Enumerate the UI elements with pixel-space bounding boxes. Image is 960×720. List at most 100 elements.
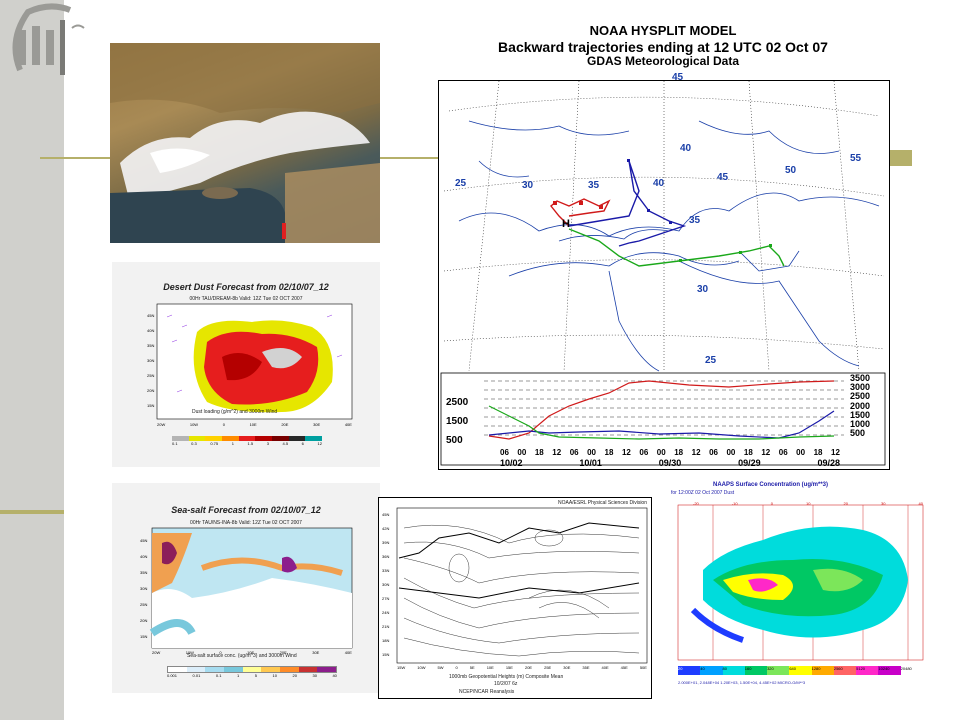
- lat-label: 25N: [147, 373, 155, 378]
- lat-label: 25: [455, 178, 467, 189]
- date-label: 09/28: [817, 458, 840, 468]
- seasalt-subtitle: 00Hr TAU/NS-INA-8b Valid: 12Z Tue 02 OCT…: [190, 520, 302, 526]
- time-tick: 18: [604, 448, 614, 457]
- geopot-footer: NCEP/NCAR Reanalysis: [459, 689, 515, 695]
- lon-label: 0: [222, 422, 225, 427]
- lon-label: 20E: [281, 422, 289, 427]
- dust-scale-values: 0.1 0.3 0.75 1 1.5 3 4.5 6 12: [172, 441, 322, 446]
- hysplit-date-labels: 10/02 10/01 09/30 09/29 09/28: [500, 458, 840, 468]
- scale-swatch: [317, 667, 337, 672]
- lon-label: -10: [731, 501, 738, 506]
- scale-swatch: [186, 667, 206, 672]
- naaps-dust-map: NAAPS Surface Concentration (ug/m**3) fo…: [663, 480, 933, 695]
- lon-label: 40: [918, 501, 923, 506]
- height-label-1500: 1500: [446, 416, 469, 427]
- lon-label: 10E: [249, 422, 257, 427]
- lat-label: 42N: [382, 526, 390, 531]
- lat-label: 40N: [140, 554, 148, 559]
- naaps-subtitle: for 12:00Z 02 Oct 2007 Dust: [671, 490, 735, 496]
- scale-value: 0.1: [172, 441, 178, 446]
- height-label-500: 500: [446, 435, 463, 446]
- geopot-header: NOAA/ESRL Physical Sciences Division: [557, 500, 647, 506]
- seasalt-caption: Sea-salt surface conc. (ug/m^3) and 3000…: [187, 653, 297, 659]
- scale-swatch: 2560: [833, 666, 857, 675]
- scale-swatch: 10240: [878, 666, 901, 675]
- scale-value: 1.5: [247, 441, 254, 446]
- lat-label: 15N: [140, 634, 148, 639]
- naaps-scale: 20 40 80 160 320 640 1280 2560 5120 1024…: [678, 666, 923, 675]
- scale-value: 40: [332, 673, 337, 678]
- scale-swatch: [242, 667, 262, 672]
- satellite-image: [110, 43, 380, 243]
- lat-label: 40: [653, 178, 665, 189]
- lon-label: 30: [881, 501, 886, 506]
- lat-label: 50: [785, 165, 797, 176]
- lon-label: 30E: [312, 650, 320, 655]
- scale-swatch: 20480: [900, 666, 923, 675]
- time-tick: 06: [709, 448, 718, 457]
- lon-label: 40E: [344, 422, 352, 427]
- institution-logo: [12, 3, 85, 75]
- scale-swatch: [168, 667, 187, 672]
- geopot-lon-labels: 15W 10W 5W 0 5E 10E 15E 20E 25E 30E 35E …: [397, 665, 647, 670]
- scale-swatch: [222, 436, 239, 441]
- lon-label: 0: [219, 650, 222, 655]
- lat-label: 55: [850, 153, 862, 164]
- scale-swatch: [172, 436, 189, 441]
- geopot-lat-labels: 45N 42N 39N 36N 33N 30N 27N 24N 21N 18N …: [382, 508, 389, 662]
- seasalt-title: Sea-salt Forecast from 02/10/07_12: [171, 505, 321, 515]
- lat-label: 35: [689, 215, 701, 226]
- lat-label: 30N: [382, 582, 390, 587]
- lat-label: 35: [588, 180, 600, 191]
- dust-scale: 0.1 0.3 0.75 1 1.5 3 4.5 6 12: [172, 436, 323, 446]
- lat-label: 45N: [382, 512, 390, 517]
- scale-swatch: [255, 436, 273, 441]
- scale-value: 12: [317, 441, 322, 446]
- scale-swatch: 160: [744, 666, 768, 675]
- seasalt-lon-labels: 20W 10W 0 10E 20E 30E 40E: [152, 650, 352, 655]
- lon-label: 40E: [601, 665, 609, 670]
- scale-swatch: [224, 667, 243, 672]
- time-tick: 00: [517, 448, 527, 457]
- scale-swatch: 40: [700, 666, 723, 675]
- scale-swatch: 1280: [811, 666, 834, 675]
- lon-label: 20W: [152, 650, 161, 655]
- hysplit-title-line2: Backward trajectories ending at 12 UTC 0…: [498, 38, 828, 55]
- time-tick: 00: [587, 448, 597, 457]
- height-right-3500: 3500: [850, 373, 871, 383]
- scale-value: 0.1: [215, 673, 222, 678]
- scale-value: 0.01: [192, 673, 201, 678]
- scale-swatch: [288, 436, 306, 441]
- lon-label: 5W: [437, 665, 444, 670]
- seasalt-scale-swatches: [167, 666, 337, 673]
- naaps-lon-labels: -20 -10 0 10 20 30 40: [693, 501, 923, 506]
- lon-label: 0: [770, 501, 773, 506]
- dust-lat-labels: 45N 40N 35N 30N 25N 20N 15N: [147, 308, 154, 413]
- lat-label: 25N: [140, 602, 148, 607]
- time-tick: 18: [813, 448, 823, 457]
- scale-value: 0.3: [191, 441, 197, 446]
- lat-label: 20N: [140, 618, 148, 623]
- scale-swatch: [298, 667, 318, 672]
- scale-swatch: 640: [789, 666, 812, 675]
- lat-label: 25: [705, 355, 717, 366]
- accent-block-left: [0, 510, 64, 514]
- hysplit-height-labels-left: 2500 1500 500: [446, 393, 468, 450]
- time-tick: 06: [639, 448, 649, 457]
- lat-label: 24N: [382, 610, 390, 615]
- lat-label: 15N: [382, 652, 390, 657]
- lat-label: 39N: [382, 540, 390, 545]
- time-tick: 18: [534, 448, 544, 457]
- scale-swatch: [261, 667, 281, 672]
- lat-label: 20N: [147, 388, 155, 393]
- dust-scale-swatches: [172, 436, 323, 441]
- lat-label: 40N: [147, 328, 155, 333]
- time-tick: 12: [552, 448, 562, 457]
- dust-forecast-map: Desert Dust Forecast from 02/10/07_12 00…: [112, 262, 380, 467]
- lat-label: 45N: [140, 538, 148, 543]
- dust-caption: Dust loading (g/m^2) and 3000m Wind: [192, 409, 278, 415]
- date-label: 10/01: [579, 458, 602, 468]
- seasalt-lat-labels: 45N 40N 35N 30N 25N 20N 15N: [140, 533, 147, 645]
- lon-label: 0: [455, 665, 458, 670]
- naaps-title: NAAPS Surface Concentration (ug/m**3): [713, 482, 829, 488]
